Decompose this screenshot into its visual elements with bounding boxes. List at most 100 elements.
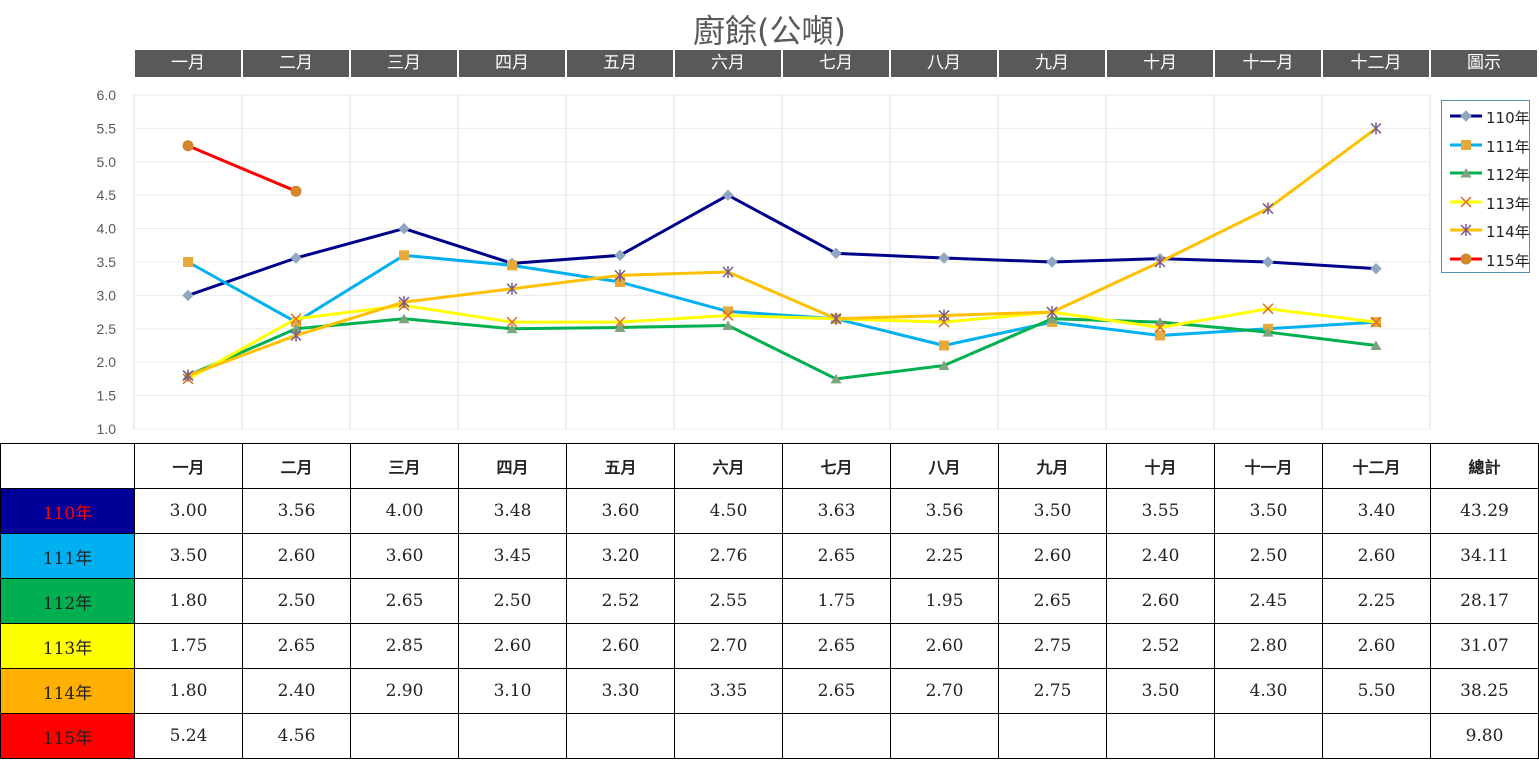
header-month-10: 十月: [1107, 50, 1213, 77]
header-month-11: 十一月: [1215, 50, 1321, 77]
legend-marker: [1460, 168, 1472, 178]
table-month-header: 十一月: [1214, 443, 1323, 489]
chart-title: 廚餘(公噸): [693, 12, 846, 50]
data-point: [1370, 340, 1382, 350]
table-cell: 3.50: [1214, 488, 1323, 534]
table-month-header: 九月: [998, 443, 1107, 489]
table-cell: 2.65: [998, 578, 1107, 624]
table-cell: [1106, 713, 1215, 759]
table-cell: 2.25: [890, 533, 999, 579]
data-point: [830, 247, 842, 260]
data-point: [1262, 256, 1274, 268]
table-total-cell: 31.07: [1430, 623, 1539, 669]
table-cell: 3.10: [458, 668, 567, 714]
legend-item: 110年: [1446, 106, 1530, 127]
table-cell: 3.56: [890, 488, 999, 534]
y-tick-label: 4.0: [97, 221, 117, 237]
table-corner-cell: [0, 443, 135, 489]
legend-label: 114年: [1486, 223, 1530, 242]
table-total-cell: 38.25: [1430, 668, 1539, 714]
data-point: [290, 323, 302, 334]
table-cell: 2.60: [458, 623, 567, 669]
header-month-12: 十二月: [1323, 50, 1429, 77]
table-cell: 2.70: [890, 668, 999, 714]
table-cell: 2.65: [782, 533, 891, 579]
legend-swatch: [1450, 139, 1482, 150]
series-line: [187, 127, 1377, 377]
table-cell: [998, 713, 1107, 759]
table-cell: 5.24: [134, 713, 243, 759]
table-cell: 2.76: [674, 533, 783, 579]
y-tick-label: 5.5: [97, 120, 117, 136]
legend-label: 110年: [1486, 109, 1530, 127]
data-point: [1262, 202, 1274, 215]
data-point: [1046, 313, 1058, 324]
table-cell: [350, 713, 459, 759]
series-line: [187, 144, 297, 193]
table-cell: 1.75: [782, 578, 891, 624]
table-cell: 3.30: [566, 668, 675, 714]
data-point: [182, 289, 194, 302]
table-row: 113年 1.75 2.65 2.85 2.60 2.60 2.70 2.65 2.60 2.75…: [0, 623, 1539, 669]
data-point: [506, 282, 518, 295]
table-cell: 2.60: [1106, 578, 1215, 624]
legend-label: 112年: [1486, 166, 1530, 185]
header-month-7: 七月: [783, 50, 889, 77]
table-cell: 1.95: [890, 578, 999, 624]
table-cell: [1214, 713, 1323, 759]
data-point: [1370, 316, 1382, 328]
row-year-label: 111年: [0, 533, 135, 579]
table-cell: [674, 713, 783, 759]
header-month-9: 九月: [999, 50, 1105, 77]
table-cell: 2.60: [242, 533, 351, 579]
table-cell: 2.50: [242, 578, 351, 624]
legend-swatch: [1450, 110, 1482, 122]
table-row: 112年 1.80 2.50 2.65 2.50 2.52 2.55 1.75 1.95 2.65…: [0, 578, 1539, 624]
table-cell: [1322, 713, 1431, 759]
header-month-6: 六月: [675, 50, 781, 77]
legend-item: 113年: [1446, 192, 1530, 213]
table-cell: [782, 713, 891, 759]
table-cell: 2.80: [1214, 623, 1323, 669]
legend-swatch: [1450, 196, 1482, 208]
table-cell: 2.65: [242, 623, 351, 669]
chart-legend: 110年 111年 112年 113年 114年 115年: [1441, 100, 1530, 273]
table-total-cell: 43.29: [1430, 488, 1539, 534]
data-point: [722, 266, 734, 279]
data-point: [182, 369, 194, 382]
table-cell: 2.65: [782, 668, 891, 714]
y-tick-label: 5.0: [97, 154, 117, 170]
data-point: [830, 373, 842, 384]
table-cell: [566, 713, 675, 759]
table-cell: 2.60: [1322, 623, 1431, 669]
legend-label: 115年: [1486, 252, 1530, 270]
header-month-5: 五月: [567, 50, 673, 77]
table-cell: [458, 713, 567, 759]
table-cell: 3.60: [350, 533, 459, 579]
table-cell: 2.75: [998, 623, 1107, 669]
data-point: [938, 309, 950, 322]
data-point: [1046, 306, 1058, 319]
table-month-header: 三月: [350, 443, 459, 489]
data-point: [290, 252, 302, 264]
table-cell: 2.40: [242, 668, 351, 714]
row-year-label: 115年: [0, 713, 135, 759]
table-cell: 3.48: [458, 488, 567, 534]
y-tick-label: 2.5: [97, 321, 117, 337]
y-tick-label: 3.0: [97, 287, 117, 303]
data-point: [614, 249, 626, 262]
row-year-label: 110年: [0, 488, 135, 534]
table-month-header: 八月: [890, 443, 999, 489]
table-cell: 4.30: [1214, 668, 1323, 714]
data-point: [290, 313, 302, 325]
data-point: [1370, 122, 1382, 135]
table-cell: 2.52: [566, 578, 675, 624]
y-tick-label: 1.0: [97, 421, 117, 437]
data-point: [506, 323, 518, 334]
y-tick-label: 1.5: [97, 388, 117, 404]
data-point: [722, 320, 734, 330]
row-year-label: 112年: [0, 578, 135, 624]
table-month-header: 十月: [1106, 443, 1215, 489]
series-line: [187, 253, 1377, 347]
legend-marker: [1460, 110, 1472, 122]
